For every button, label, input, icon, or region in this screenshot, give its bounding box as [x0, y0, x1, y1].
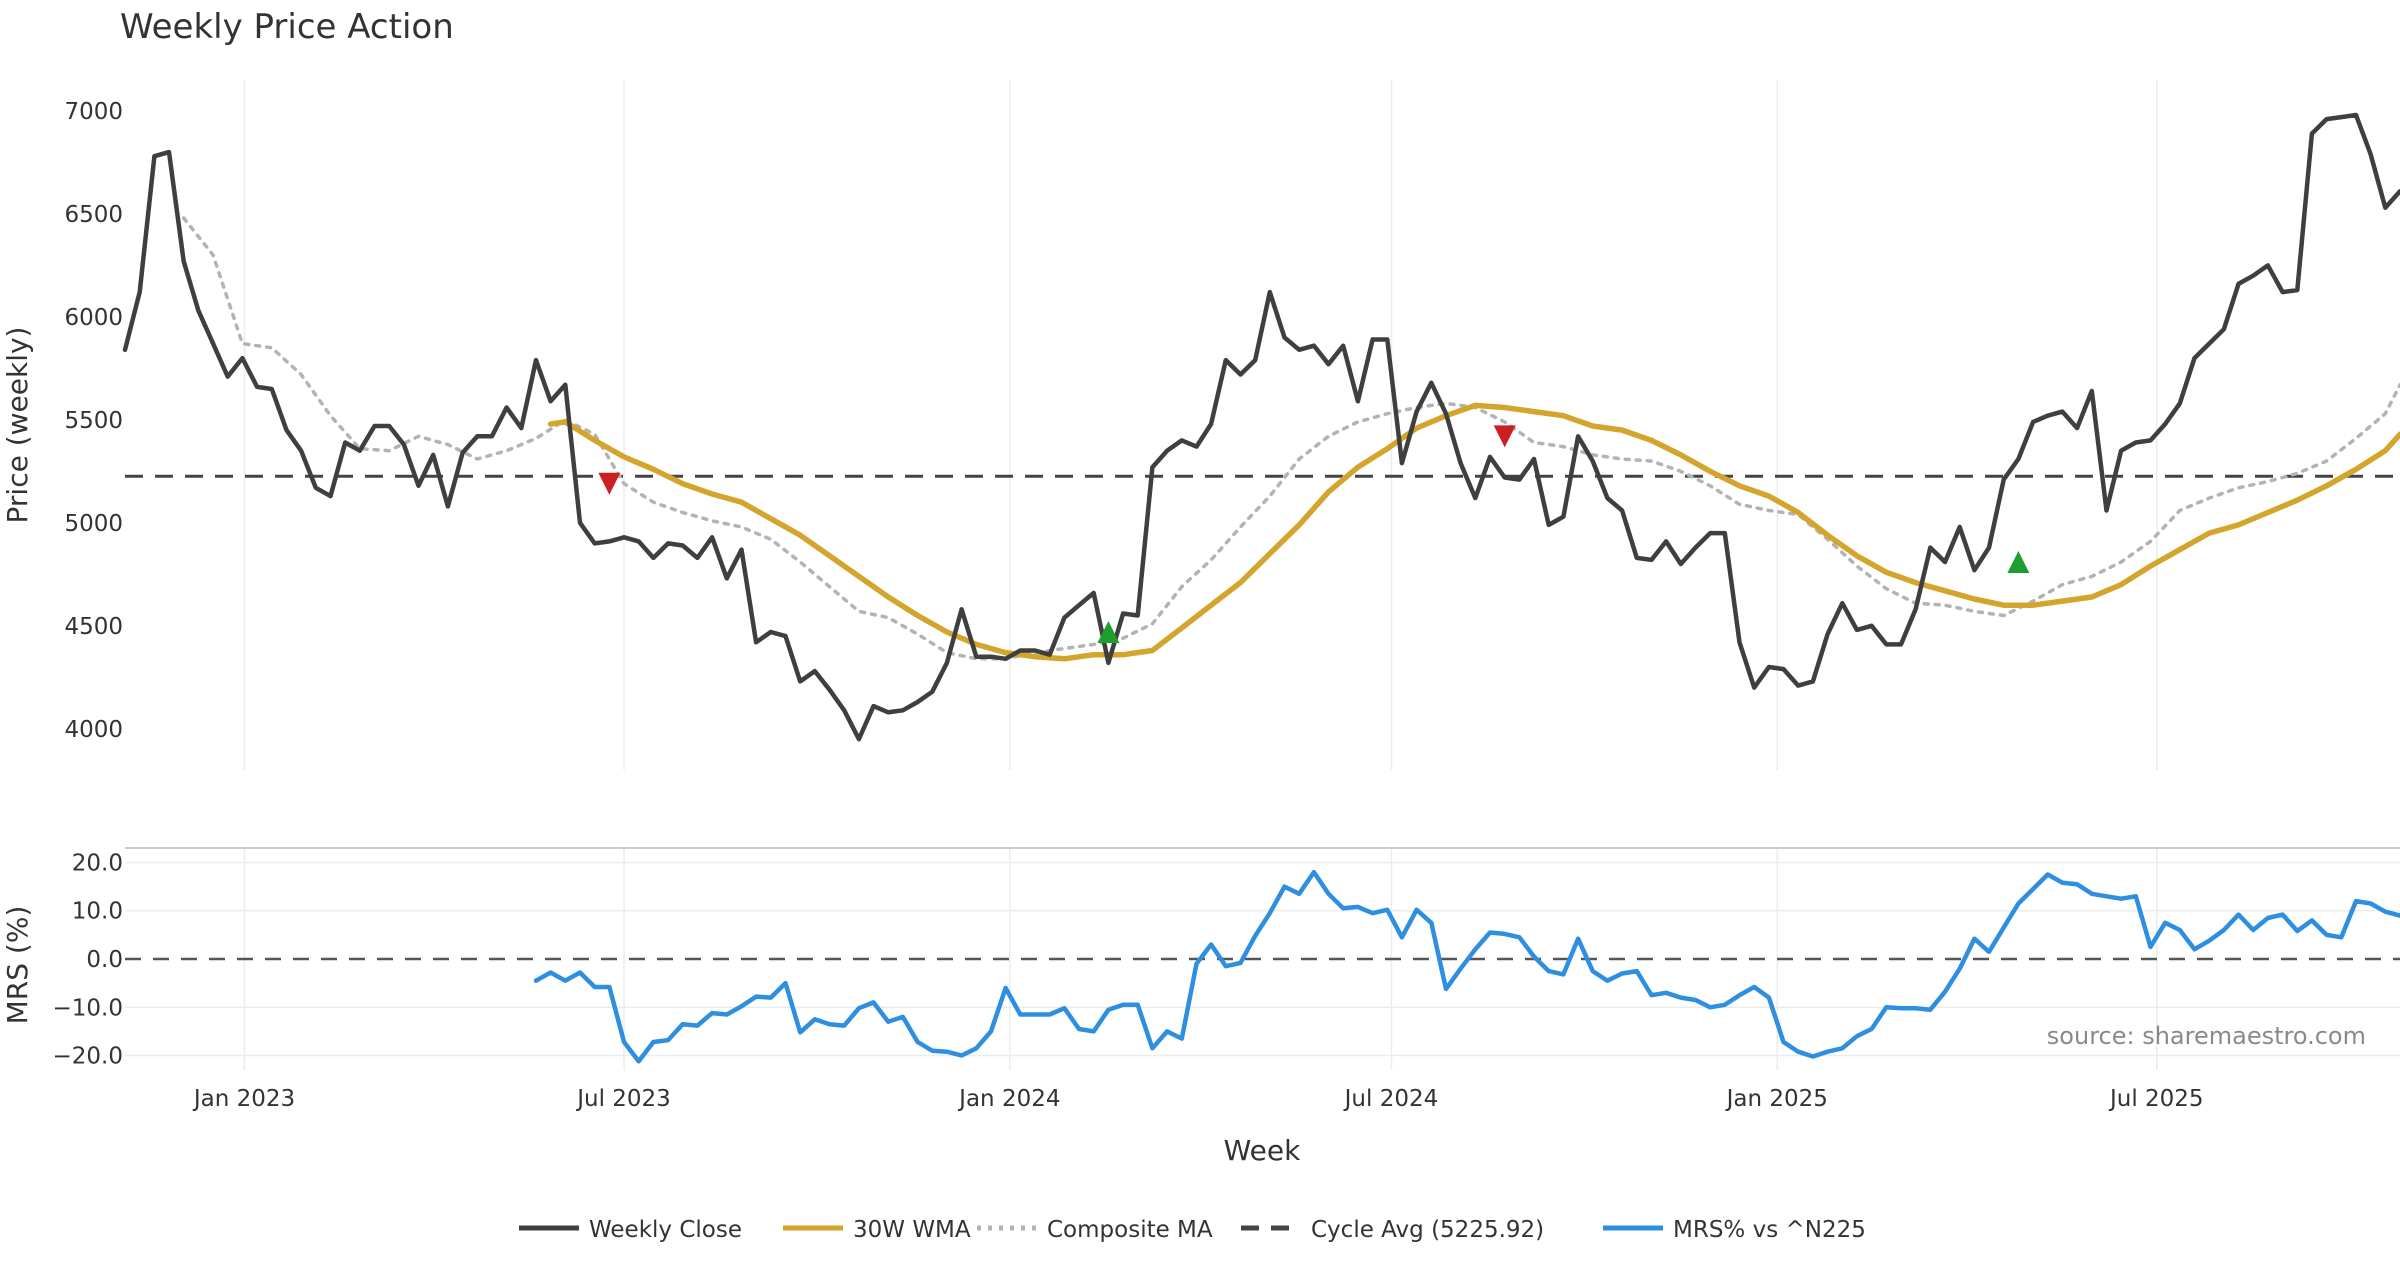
- x-tick-label: Jan 2025: [1725, 1086, 1828, 1112]
- legend-label: Cycle Avg (5225.92): [1311, 1217, 1544, 1243]
- price-y-axis-title: Price (weekly): [1, 327, 34, 524]
- price-y-tick-label: 4000: [64, 717, 123, 743]
- mrs-y-tick-label: 20.0: [72, 850, 123, 876]
- price-y-tick-label: 5500: [64, 408, 123, 434]
- x-tick-label: Jan 2023: [192, 1086, 295, 1112]
- x-tick-label: Jul 2025: [2108, 1086, 2204, 1112]
- legend: Weekly Close 30W WMA Composite MA Cycle Avg…: [519, 1217, 1866, 1243]
- source-label: source: sharemaestro.com: [2047, 1022, 2366, 1050]
- chart-title: Weekly Price Action: [120, 7, 454, 47]
- mrs-line: [533, 869, 2400, 1064]
- weekly-close-line: [122, 112, 2400, 742]
- x-tick-label: Jul 2024: [1343, 1086, 1439, 1112]
- mrs-y-tick-label: 10.0: [72, 899, 123, 925]
- price-y-tick-label: 6500: [64, 202, 123, 228]
- mrs-y-tick-label: 0.0: [86, 947, 123, 973]
- sell-signal-marker: [598, 472, 621, 495]
- x-tick-label: Jan 2024: [957, 1086, 1060, 1112]
- legend-label: Composite MA: [1047, 1217, 1213, 1243]
- wma-30w-line: [547, 402, 2400, 662]
- price-panel: 4000 4500 5000 5500 6000 6500 7000: [64, 80, 2400, 770]
- legend-label: MRS% vs ^N225: [1673, 1217, 1866, 1243]
- x-axis-title: Week: [1224, 1134, 1301, 1167]
- mrs-y-tick-label: −10.0: [53, 995, 123, 1021]
- mrs-y-axis-title: MRS (%): [1, 906, 34, 1025]
- legend-label: Weekly Close: [589, 1217, 742, 1243]
- composite-ma-line: [181, 216, 2400, 661]
- sell-signal-marker: [1493, 425, 1516, 448]
- price-y-tick-label: 7000: [64, 99, 123, 125]
- mrs-y-tick-label: −20.0: [53, 1044, 123, 1070]
- price-y-tick-label: 6000: [64, 305, 123, 331]
- buy-signal-marker: [2007, 550, 2030, 573]
- buy-signal-marker: [1097, 621, 1120, 643]
- mrs-panel: −20.0 −10.0 0.0 10.0 20.0: [53, 847, 2400, 1070]
- price-y-tick-label: 5000: [64, 511, 123, 537]
- legend-label: 30W WMA: [853, 1217, 971, 1243]
- x-tick-label: Jul 2023: [575, 1086, 671, 1112]
- x-axis: Jan 2023 Jul 2023 Jan 2024 Jul 2024 Jan 2025…: [192, 1086, 2204, 1112]
- price-y-tick-label: 4500: [64, 614, 123, 640]
